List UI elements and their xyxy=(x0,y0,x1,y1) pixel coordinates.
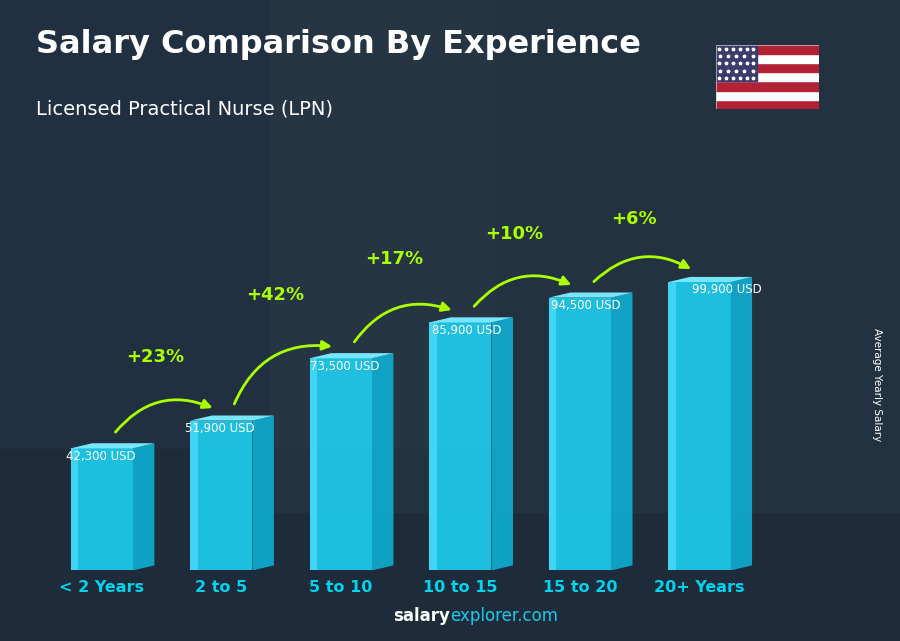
Text: Salary Comparison By Experience: Salary Comparison By Experience xyxy=(36,29,641,60)
Bar xyxy=(669,282,731,570)
Bar xyxy=(669,282,676,570)
Bar xyxy=(716,63,819,72)
Text: 51,900 USD: 51,900 USD xyxy=(185,422,255,435)
Bar xyxy=(310,358,372,570)
Polygon shape xyxy=(491,317,513,570)
Bar xyxy=(549,297,611,570)
Text: +10%: +10% xyxy=(485,225,544,243)
Bar xyxy=(716,100,819,109)
Bar xyxy=(190,420,198,570)
Polygon shape xyxy=(429,317,513,322)
Bar xyxy=(71,448,78,570)
Bar xyxy=(716,90,819,100)
Polygon shape xyxy=(71,443,154,448)
Text: +42%: +42% xyxy=(246,286,304,304)
Polygon shape xyxy=(731,277,752,570)
Polygon shape xyxy=(549,292,633,297)
Polygon shape xyxy=(190,415,274,420)
Polygon shape xyxy=(372,353,393,570)
Polygon shape xyxy=(310,353,393,358)
Bar xyxy=(716,72,819,81)
Bar xyxy=(549,297,556,570)
Text: 94,500 USD: 94,500 USD xyxy=(551,299,621,312)
Bar xyxy=(190,420,252,570)
Text: Average Yearly Salary: Average Yearly Salary xyxy=(872,328,883,441)
Text: +6%: +6% xyxy=(611,210,656,228)
Bar xyxy=(429,322,491,570)
Text: 73,500 USD: 73,500 USD xyxy=(310,360,379,372)
Text: 42,300 USD: 42,300 USD xyxy=(66,449,136,463)
Bar xyxy=(716,54,819,63)
Text: +17%: +17% xyxy=(365,250,424,268)
Polygon shape xyxy=(252,415,274,570)
Polygon shape xyxy=(133,443,154,570)
Text: Licensed Practical Nurse (LPN): Licensed Practical Nurse (LPN) xyxy=(36,99,333,119)
Text: explorer.com: explorer.com xyxy=(450,607,558,625)
Text: salary: salary xyxy=(393,607,450,625)
Text: +23%: +23% xyxy=(127,348,184,366)
Polygon shape xyxy=(611,292,633,570)
Text: 99,900 USD: 99,900 USD xyxy=(692,283,762,296)
Bar xyxy=(716,45,819,54)
Bar xyxy=(429,322,436,570)
Bar xyxy=(0,0,495,449)
Bar xyxy=(71,448,133,570)
Bar xyxy=(310,358,317,570)
Bar xyxy=(716,45,757,81)
Polygon shape xyxy=(669,277,752,282)
Text: 85,900 USD: 85,900 USD xyxy=(432,324,501,337)
Bar xyxy=(716,81,819,90)
Bar xyxy=(270,0,900,513)
